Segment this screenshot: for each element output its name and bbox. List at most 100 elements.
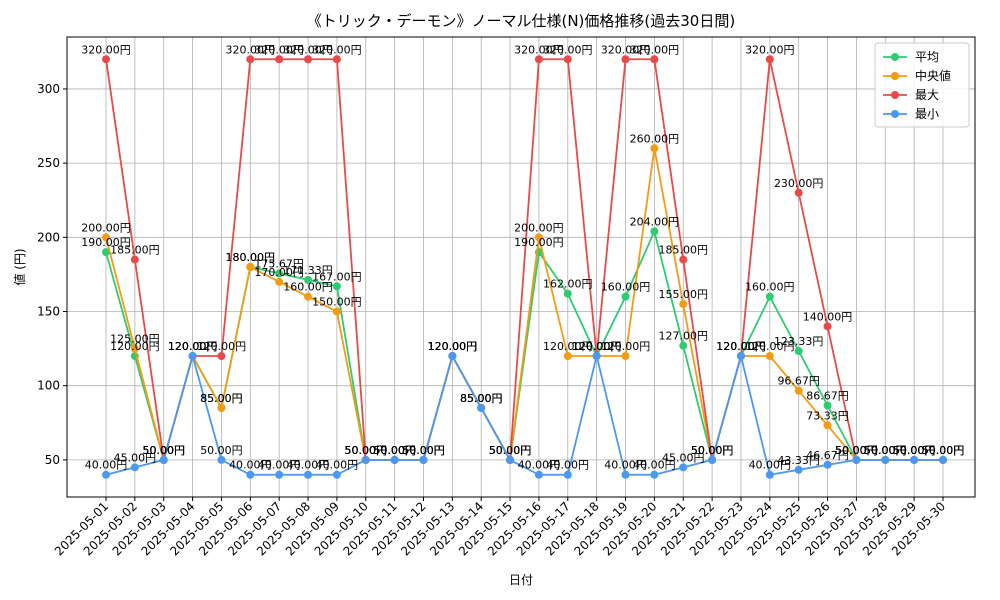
data-label: 120.00円 xyxy=(168,340,218,353)
data-label: 85.00円 xyxy=(460,392,503,405)
data-point xyxy=(506,455,515,464)
data-label: 320.00円 xyxy=(630,43,680,56)
data-point xyxy=(304,55,313,64)
chart-title: 《トリック・デーモン》ノーマル仕様(N)価格推移(過去30日間) xyxy=(307,12,735,30)
data-label: 50.00円 xyxy=(142,444,185,457)
data-point xyxy=(246,470,255,479)
data-label: 120.00円 xyxy=(543,340,593,353)
data-label: 43.33円 xyxy=(777,454,820,467)
data-point xyxy=(881,455,890,464)
data-point xyxy=(304,292,313,301)
data-label: 320.00円 xyxy=(514,43,564,56)
data-point xyxy=(650,55,659,64)
data-label: 40.00円 xyxy=(316,459,359,472)
data-label: 50.00円 xyxy=(835,444,878,457)
series-line-1 xyxy=(105,148,943,464)
data-point xyxy=(563,470,572,479)
data-label: 171.33円 xyxy=(283,264,333,277)
data-point xyxy=(130,463,139,472)
y-tick-label: 250 xyxy=(37,156,60,170)
data-label: 40.00円 xyxy=(604,459,647,472)
data-label: 50.00円 xyxy=(373,444,416,457)
data-label: 50.00円 xyxy=(922,444,965,457)
data-label: 320.00円 xyxy=(543,43,593,56)
data-label: 50.00円 xyxy=(893,444,936,457)
data-point xyxy=(102,233,110,242)
data-point xyxy=(823,401,832,410)
data-label: 50.00円 xyxy=(893,444,936,457)
data-point xyxy=(794,188,803,197)
data-label: 120.00円 xyxy=(745,340,795,353)
data-point xyxy=(304,470,313,479)
data-label: 170.00円 xyxy=(254,266,304,279)
data-label: 320.00円 xyxy=(81,43,131,56)
data-point xyxy=(246,55,255,64)
data-label: 180.00円 xyxy=(226,251,276,264)
data-label: 50.00円 xyxy=(864,444,907,457)
data-label: 120.00円 xyxy=(197,340,247,353)
data-label: 320.00円 xyxy=(601,43,651,56)
data-label: 85.00円 xyxy=(460,392,503,405)
data-label: 73.33円 xyxy=(806,409,849,422)
y-tick-label: 200 xyxy=(37,230,60,244)
data-label: 50.00円 xyxy=(402,444,445,457)
data-label: 185.00円 xyxy=(658,244,708,257)
data-label: 85.00円 xyxy=(460,392,503,405)
data-label: 190.00円 xyxy=(514,236,564,249)
data-point xyxy=(852,455,861,464)
data-label: 40.00円 xyxy=(749,459,792,472)
data-label: 160.00円 xyxy=(601,281,651,294)
data-point xyxy=(765,352,774,361)
data-label: 50.00円 xyxy=(691,444,734,457)
data-label: 120.00円 xyxy=(716,340,766,353)
data-point xyxy=(477,403,486,412)
y-tick-label: 300 xyxy=(37,82,60,96)
data-label: 140.00円 xyxy=(803,310,853,323)
legend-entry-label: 最小 xyxy=(915,107,939,121)
data-point xyxy=(823,460,832,469)
data-label: 50.00円 xyxy=(922,444,965,457)
data-point xyxy=(217,455,226,464)
data-point xyxy=(621,292,630,301)
legend-entry-label: 中央値 xyxy=(915,68,951,83)
data-label: 120.00円 xyxy=(601,340,651,353)
y-tick-label: 150 xyxy=(37,305,60,319)
data-point xyxy=(765,470,774,479)
data-label: 50.00円 xyxy=(864,444,907,457)
data-label: 96.67円 xyxy=(777,375,820,388)
series-line-3 xyxy=(105,352,943,476)
data-label: 120.00円 xyxy=(572,340,622,353)
data-label: 50.00円 xyxy=(835,444,878,457)
data-point xyxy=(563,55,572,64)
data-point xyxy=(708,455,717,464)
data-label: 204.00円 xyxy=(630,215,680,228)
data-label: 320.00円 xyxy=(745,43,795,56)
data-point xyxy=(563,289,572,298)
data-label: 125.00円 xyxy=(110,333,160,346)
data-point xyxy=(332,282,341,291)
data-label: 320.00円 xyxy=(254,43,304,56)
data-point xyxy=(794,347,803,356)
data-label: 85.00円 xyxy=(460,392,503,405)
data-point xyxy=(217,403,226,412)
data-point xyxy=(765,55,774,64)
y-axis-title: 値 (円) xyxy=(12,248,27,285)
data-label: 167.00円 xyxy=(312,270,362,283)
data-label: 200.00円 xyxy=(514,221,564,234)
data-point xyxy=(621,470,630,479)
data-label: 40.00円 xyxy=(518,459,561,472)
data-label: 320.00円 xyxy=(312,43,362,56)
data-label: 50.00円 xyxy=(402,444,445,457)
data-label: 123.33円 xyxy=(774,335,824,348)
data-label: 50.00円 xyxy=(691,444,734,457)
data-label: 40.00円 xyxy=(258,459,301,472)
data-label: 50.00円 xyxy=(345,444,388,457)
grid xyxy=(67,37,975,497)
data-label: 120.00円 xyxy=(110,340,160,353)
data-point xyxy=(448,352,457,361)
data-point xyxy=(275,470,284,479)
data-label: 40.00円 xyxy=(633,459,676,472)
data-label: 50.00円 xyxy=(864,444,907,457)
data-label: 50.00円 xyxy=(402,444,445,457)
